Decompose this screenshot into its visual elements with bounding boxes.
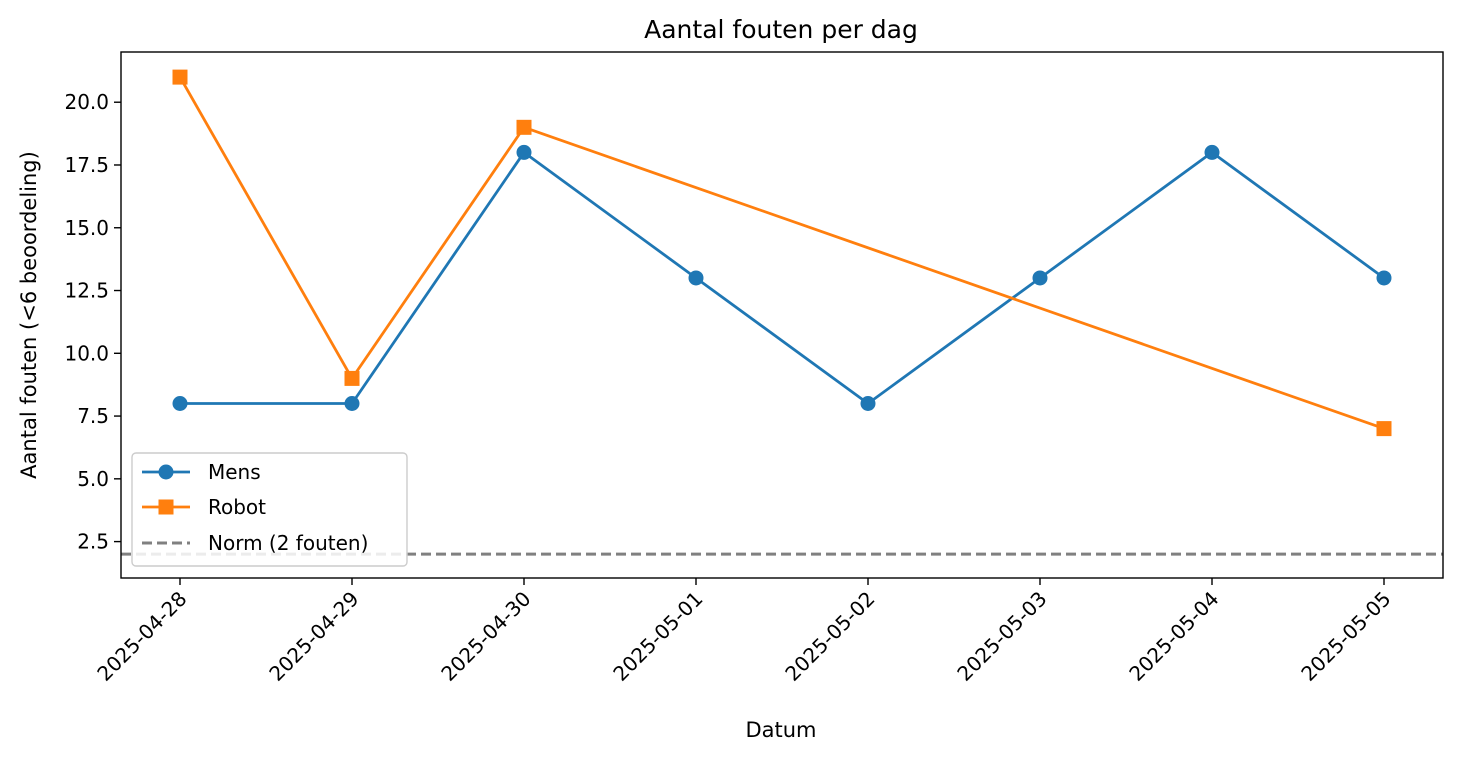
legend: Mens Robot Norm (2 fouten) [131,452,408,567]
y-axis-label: Aantal fouten (<6 beoordeling) [17,151,41,479]
series-line-mens [180,151,1385,405]
plot-frame [120,51,1444,579]
data-point-mens [860,396,876,412]
data-point-mens [1204,144,1220,160]
x-tick-label: 2025-05-05 [1296,587,1395,686]
y-tick-label: 12.5 [64,279,109,303]
data-point-mens [688,270,704,286]
legend-label: Mens [208,460,261,484]
series-line-robot [178,76,1385,430]
data-point-robot [1376,421,1392,437]
y-tick-label: 5.0 [77,467,109,491]
x-tick-label: 2025-05-02 [780,587,879,686]
y-tick-label: 20.0 [64,90,109,114]
x-tick-label: 2025-05-01 [608,587,707,686]
data-point-mens [344,396,360,412]
x-tick-label: 2025-04-30 [436,587,535,686]
y-tick-label: 17.5 [64,153,109,177]
data-point-robot [172,69,188,85]
legend-label: Norm (2 fouten) [208,531,368,555]
x-tick-label: 2025-05-04 [1124,587,1223,686]
legend-marker [158,464,174,480]
y-tick-label: 2.5 [77,530,109,554]
y-tick-label: 15.0 [64,216,109,240]
x-axis-label: Datum [745,718,816,742]
data-point-mens [172,396,188,412]
x-tick-label: 2025-04-28 [92,587,191,686]
chart-title: Aantal fouten per dag [644,15,918,44]
legend-label: Robot [208,495,266,519]
legend-marker [158,499,174,515]
data-point-robot [344,370,360,386]
data-point-mens [1032,270,1048,286]
data-point-robot [516,119,532,135]
legend-box [131,452,408,567]
data-point-mens [1376,270,1392,286]
y-axis: 2.5 5.0 7.5 10.0 12.5 15.0 17.5 20.0 [64,90,121,554]
x-tick-label: 2025-04-29 [264,587,363,686]
y-tick-label: 7.5 [77,404,109,428]
x-axis: 2025-04-28 2025-04-29 2025-04-30 2025-05-01… [92,578,1396,686]
x-tick-label: 2025-05-03 [952,587,1051,686]
y-tick-label: 10.0 [64,341,109,365]
data-point-mens [516,144,532,160]
